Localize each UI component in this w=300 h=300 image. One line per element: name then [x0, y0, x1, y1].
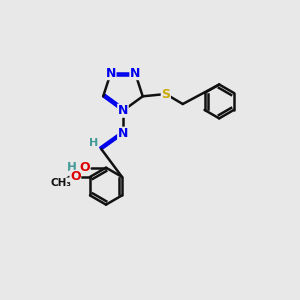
- Text: CH₃: CH₃: [50, 178, 71, 188]
- Text: O: O: [70, 170, 81, 183]
- Text: H: H: [67, 161, 77, 174]
- Text: S: S: [161, 88, 170, 100]
- Text: N: N: [118, 104, 128, 117]
- Text: N: N: [118, 127, 128, 140]
- Text: O: O: [79, 161, 90, 174]
- Text: N: N: [130, 67, 140, 80]
- Text: H: H: [89, 138, 98, 148]
- Text: N: N: [106, 67, 116, 80]
